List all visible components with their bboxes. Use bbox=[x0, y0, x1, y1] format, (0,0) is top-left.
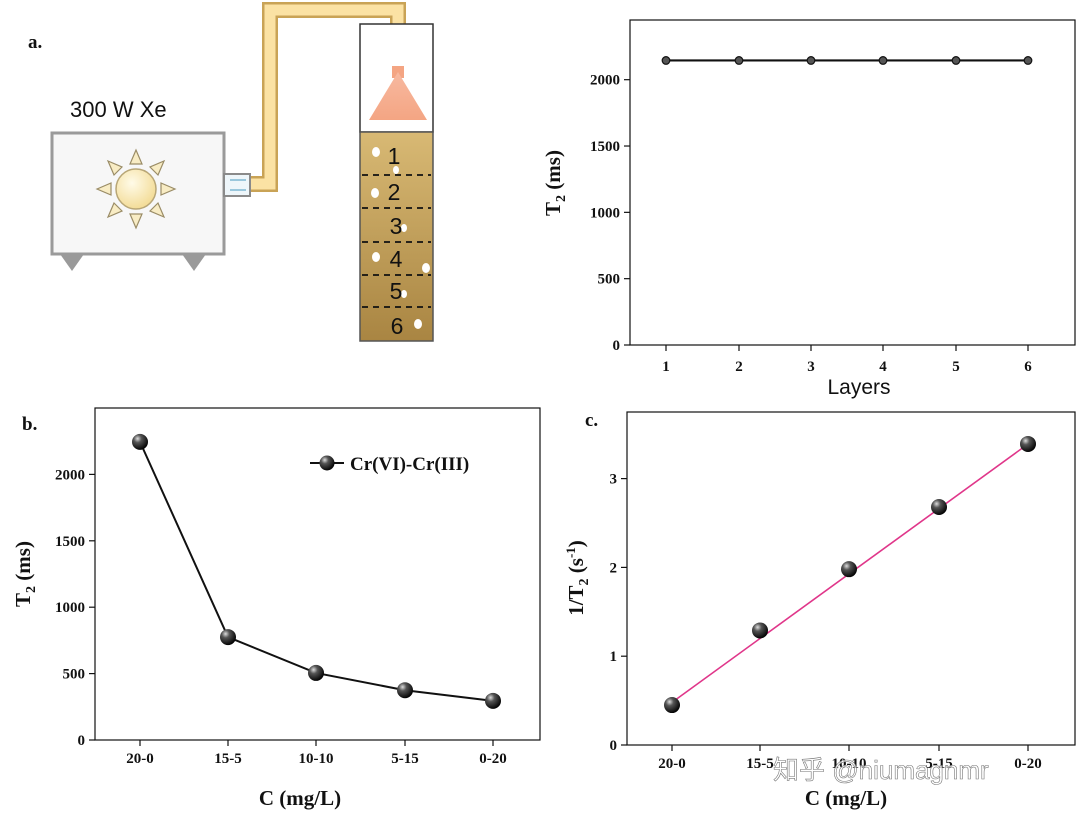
chart-c-x-tick-label: 20-0 bbox=[658, 756, 686, 772]
chart-a-frame bbox=[629, 19, 1076, 346]
chart-a-point bbox=[661, 56, 671, 65]
chart-b-y-ticks: 0 500 1000 1500 2000 bbox=[55, 467, 95, 749]
layer-label-2: 2 bbox=[388, 179, 401, 205]
chart-a-x-tick-label: 3 bbox=[807, 359, 815, 375]
chart-a-y-tick-label: 0 bbox=[613, 338, 621, 354]
chart-c-x-label: C (mg/L) bbox=[805, 786, 887, 810]
chart-c-y-tick-label: 2 bbox=[610, 560, 618, 576]
chart-c-point bbox=[1020, 435, 1036, 452]
chart-c-point bbox=[841, 561, 857, 578]
chart-a-point bbox=[806, 56, 816, 65]
chart-a-x-tick-label: 5 bbox=[952, 359, 960, 375]
chart-b-series-line bbox=[139, 441, 494, 702]
lamp-label: 300 W Xe bbox=[70, 97, 167, 122]
chart-c-series bbox=[664, 435, 1036, 714]
lamp-foot-left bbox=[60, 254, 84, 271]
chart-b-x-tick-label: 10-10 bbox=[299, 751, 334, 767]
chart-b-x-label: C (mg/L) bbox=[259, 786, 341, 810]
chart-b-x-tick-label: 0-20 bbox=[479, 751, 507, 767]
layer-dividers bbox=[362, 174, 431, 308]
chart-a-point bbox=[951, 56, 961, 65]
layer-label-4: 4 bbox=[390, 246, 403, 272]
chart-c-x-tick-label: 10-10 bbox=[832, 756, 867, 772]
chart-b-x-ticks: 20-0 15-5 10-10 5-15 0-20 bbox=[126, 740, 507, 767]
chart-b-x-tick-label: 15-5 bbox=[214, 751, 242, 767]
chart-b-legend-marker bbox=[319, 455, 335, 471]
chart-c-frame bbox=[626, 411, 1076, 746]
chart-a-y-tick-label: 1000 bbox=[590, 205, 620, 221]
chart-c-y-tick-label: 0 bbox=[610, 738, 618, 754]
schematic: 300 W Xe bbox=[50, 2, 434, 342]
light-cone bbox=[369, 72, 427, 120]
layer-label-5: 5 bbox=[390, 278, 403, 304]
lamp-connector bbox=[223, 173, 251, 197]
chart-c-point bbox=[752, 622, 768, 639]
chart-c-y-tick-label: 3 bbox=[610, 472, 618, 488]
panel-label-c: c. bbox=[585, 410, 598, 431]
chart-c-y-label: 1/T2 (s-1) bbox=[563, 540, 592, 616]
layer-label-1: 1 bbox=[388, 143, 401, 169]
sun-icon bbox=[95, 148, 177, 230]
chart-b-point bbox=[397, 682, 413, 699]
chart-a: 0 500 1000 1500 2000 1 2 3 4 5 6 Layers T2 (ms) bbox=[541, 19, 1076, 399]
watermark: 知乎 @niumagnmr bbox=[773, 755, 989, 785]
chart-b-y-tick-label: 0 bbox=[78, 733, 86, 749]
chart-a-series bbox=[661, 56, 1033, 65]
chart-a-point bbox=[878, 56, 888, 65]
chart-a-y-tick-label: 1500 bbox=[590, 139, 620, 155]
chart-b-y-tick-label: 1000 bbox=[55, 600, 85, 616]
chart-c-x-tick-label: 0-20 bbox=[1014, 756, 1042, 772]
chart-a-x-tick-label: 6 bbox=[1024, 359, 1032, 375]
panel-label-b: b. bbox=[22, 414, 37, 435]
bubbles bbox=[371, 147, 430, 329]
chart-b-point bbox=[220, 629, 236, 646]
chart-a-y-label: T2 (ms) bbox=[541, 150, 569, 216]
chart-c-x-ticks: 20-0 15-5 10-10 5-15 0-20 bbox=[658, 745, 1042, 772]
chart-b-legend-label: Cr(VI)-Cr(III) bbox=[350, 454, 469, 475]
chart-b-y-tick-label: 1500 bbox=[55, 534, 85, 550]
chart-c-y-ticks: 0 1 2 3 bbox=[610, 472, 627, 754]
chart-c-x-tick-label: 15-5 bbox=[746, 756, 774, 772]
chart-b-point bbox=[308, 664, 324, 681]
chart-b: 0 500 1000 1500 2000 20-0 15-5 10-10 5-15 0-20 C… bbox=[11, 407, 541, 810]
chart-b-legend: Cr(VI)-Cr(III) bbox=[310, 454, 469, 475]
chart-b-frame bbox=[94, 407, 541, 741]
chart-b-x-tick-label: 20-0 bbox=[126, 751, 154, 767]
chart-a-x-label: Layers bbox=[827, 376, 890, 399]
chart-b-point bbox=[132, 433, 148, 450]
chart-b-point bbox=[485, 692, 501, 709]
chart-b-y-label: T2 (ms) bbox=[11, 541, 39, 607]
chart-a-x-tick-label: 1 bbox=[662, 359, 670, 375]
chart-a-point bbox=[1023, 56, 1033, 65]
chart-b-series bbox=[132, 433, 501, 709]
chart-b-x-tick-label: 5-15 bbox=[391, 751, 419, 767]
chart-a-point bbox=[734, 56, 744, 65]
chart-c-point bbox=[931, 499, 947, 516]
chart-a-x-tick-label: 4 bbox=[879, 359, 887, 375]
chart-b-y-tick-label: 500 bbox=[63, 667, 86, 683]
chart-a-x-ticks: 1 2 3 4 5 6 bbox=[662, 345, 1032, 375]
layer-label-3: 3 bbox=[390, 213, 403, 239]
chart-c-x-tick-label: 5-15 bbox=[925, 756, 953, 772]
chart-c-y-tick-label: 1 bbox=[610, 649, 618, 665]
chart-b-y-tick-label: 2000 bbox=[55, 467, 85, 483]
chart-a-x-tick-label: 2 bbox=[735, 359, 743, 375]
chart-c: 0 1 2 3 20-0 15-5 10-10 5-15 0-20 C (mg/L) 1/T2… bbox=[563, 411, 1076, 810]
panel-label-a: a. bbox=[28, 32, 42, 53]
layer-label-6: 6 bbox=[391, 313, 404, 339]
lamp-foot-right bbox=[182, 254, 206, 271]
chart-a-y-tick-label: 500 bbox=[598, 272, 621, 288]
chart-a-y-tick-label: 2000 bbox=[590, 73, 620, 89]
chart-c-point bbox=[664, 697, 680, 714]
chart-a-y-ticks: 0 500 1000 1500 2000 bbox=[590, 73, 630, 354]
